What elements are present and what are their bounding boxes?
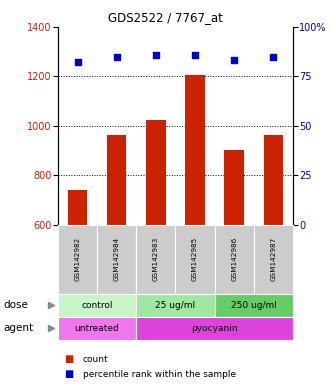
Bar <box>68 190 87 225</box>
Point <box>271 53 276 60</box>
Text: GDS2522 / 7767_at: GDS2522 / 7767_at <box>108 12 223 25</box>
Text: GSM142984: GSM142984 <box>114 237 120 281</box>
Point <box>75 60 80 66</box>
Text: ■: ■ <box>65 369 74 379</box>
Text: GSM142982: GSM142982 <box>74 237 80 281</box>
Bar <box>146 119 166 225</box>
Text: GSM142986: GSM142986 <box>231 237 237 281</box>
Point <box>192 51 198 58</box>
Text: 25 ug/ml: 25 ug/ml <box>155 301 196 310</box>
Text: agent: agent <box>3 323 33 333</box>
Point <box>114 53 119 60</box>
Text: dose: dose <box>3 300 28 310</box>
Point <box>231 58 237 64</box>
Text: GSM142987: GSM142987 <box>270 237 276 281</box>
Text: control: control <box>81 301 113 310</box>
Text: count: count <box>83 354 108 364</box>
Point <box>153 51 159 58</box>
Text: untreated: untreated <box>75 324 119 333</box>
Bar <box>224 151 244 225</box>
Text: ■: ■ <box>65 354 74 364</box>
Text: 250 ug/ml: 250 ug/ml <box>231 301 277 310</box>
Bar <box>107 135 126 225</box>
Bar <box>185 75 205 225</box>
Text: GSM142983: GSM142983 <box>153 237 159 281</box>
Text: pyocyanin: pyocyanin <box>191 324 238 333</box>
Text: GSM142985: GSM142985 <box>192 237 198 281</box>
Bar <box>263 135 283 225</box>
Text: percentile rank within the sample: percentile rank within the sample <box>83 370 236 379</box>
